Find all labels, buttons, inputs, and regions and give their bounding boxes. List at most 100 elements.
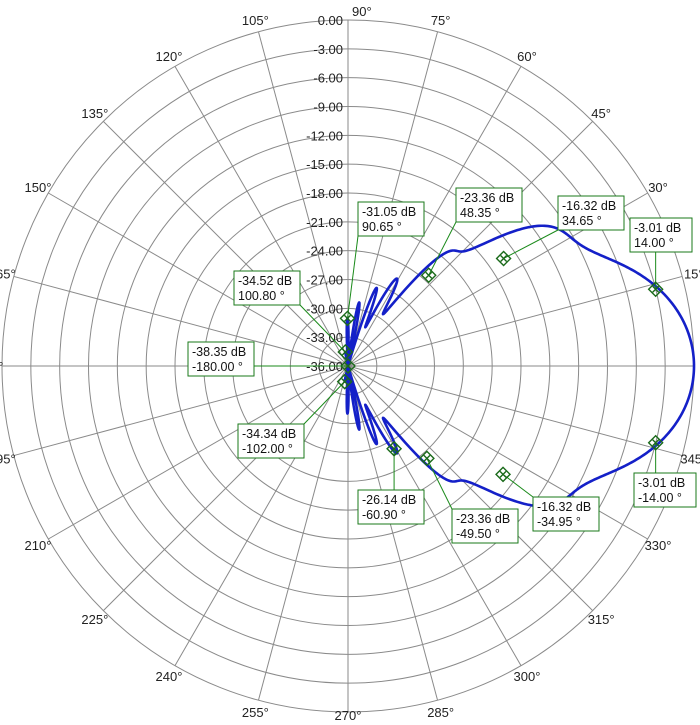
radial-tick-labels: 0.00 -3.00 -6.00 -9.00 -12.00 -15.00 -18.00 -21… [306, 13, 343, 374]
peak-marker [339, 310, 356, 327]
peak-marker-cross [341, 348, 349, 356]
callout-box [233, 270, 301, 306]
callout-angle-label: 90.65 ° [362, 220, 402, 234]
angle-tick-label: 105° [242, 13, 269, 28]
callout-db-label: -26.14 dB [362, 493, 416, 507]
peak-marker [495, 466, 512, 483]
grid-spoke [347, 31, 439, 367]
peak-marker-cross [652, 439, 660, 447]
callout-box [357, 489, 425, 525]
marker-callout: -16.32 dB-34.95 ° [532, 496, 600, 532]
marker-callout: -38.35 dB-180.00 ° [187, 341, 255, 377]
peak-markers [336, 250, 664, 483]
callout-db-label: -16.32 dB [562, 199, 616, 213]
callout-angle-label: 14.00 ° [634, 236, 674, 250]
peak-marker [420, 267, 437, 284]
angle-tick-label: 45° [591, 106, 611, 121]
grid-spoke [347, 66, 522, 367]
grid-spoke [102, 365, 349, 612]
grid-spoke [347, 365, 439, 701]
angle-tick-labels: 0°15°30°45°60°75°90°105°120°135°150°165°… [0, 4, 700, 723]
angle-tick-label: 75° [431, 13, 451, 28]
radial-tick-label: -21.00 [306, 215, 343, 230]
callout-angle-label: -60.90 ° [362, 508, 406, 522]
radial-tick-label: -3.00 [313, 42, 343, 57]
angle-tick-label: 30° [648, 180, 668, 195]
grid-spoke [347, 275, 683, 367]
angle-tick-label: 15° [684, 266, 700, 281]
peak-marker [340, 358, 356, 374]
angle-tick-label: 225° [81, 612, 108, 627]
grid-spoke [102, 120, 349, 367]
callout-db-label: -3.01 dB [638, 476, 685, 490]
callout-angle-label: 48.35 ° [460, 206, 500, 220]
pattern-trace [343, 224, 696, 508]
peak-marker-cross [425, 271, 433, 279]
marker-callout: -26.14 dB-60.90 ° [357, 489, 425, 525]
pattern-trace-line [343, 224, 696, 508]
radial-tick-label: -30.00 [306, 301, 343, 316]
grid-spoke [257, 31, 349, 367]
callout-angle-label: 100.80 ° [238, 289, 285, 303]
grid-spoke [347, 120, 594, 367]
peak-marker [337, 344, 354, 361]
radial-tick-label: -15.00 [306, 157, 343, 172]
callout-db-label: -3.01 dB [634, 221, 681, 235]
callout-box [455, 187, 523, 223]
callout-leader [346, 235, 359, 319]
angle-tick-label: 210° [25, 538, 52, 553]
peak-marker [647, 434, 664, 451]
peak-marker-cross [499, 470, 507, 478]
grid-spoke [347, 365, 522, 666]
peak-marker-cross [390, 445, 398, 453]
radial-tick-label: -27.00 [306, 273, 343, 288]
callout-leader [503, 229, 559, 259]
radial-tick-label: -9.00 [313, 100, 343, 115]
callout-leader [303, 381, 346, 425]
callout-box [633, 472, 697, 508]
peak-marker [386, 440, 403, 457]
callout-box [187, 341, 255, 377]
angle-tick-label: 255° [242, 705, 269, 720]
radial-tick-label: -24.00 [306, 244, 343, 259]
grid-spoke [174, 66, 349, 367]
marker-callout: -3.01 dB-14.00 ° [633, 472, 697, 508]
callout-db-label: -23.36 dB [460, 191, 514, 205]
peak-marker-cross [500, 254, 508, 262]
angle-tick-label: 195° [0, 452, 16, 467]
marker-callout: -23.36 dB-49.50 ° [451, 508, 519, 544]
angle-tick-label: 345° [680, 452, 700, 467]
callout-box [532, 496, 600, 532]
angle-tick-label: 120° [156, 49, 183, 64]
angle-tick-label: 90° [352, 4, 372, 19]
peak-marker [495, 250, 512, 267]
peak-marker [418, 450, 435, 467]
callout-leader [299, 304, 346, 353]
peak-marker-cross [652, 285, 660, 293]
radial-tick-label: -12.00 [306, 128, 343, 143]
callout-leader [426, 458, 453, 510]
angle-tick-label: 285° [427, 705, 454, 720]
peak-marker-cross [343, 314, 351, 322]
callout-angle-label: -49.50 ° [456, 527, 500, 541]
callout-db-label: -31.05 dB [362, 205, 416, 219]
radial-tick-label: -6.00 [313, 71, 343, 86]
grid-spoke [347, 365, 683, 457]
peak-marker-cross [341, 378, 349, 386]
callout-box [357, 201, 425, 237]
callout-db-label: -16.32 dB [537, 500, 591, 514]
callout-angle-label: -34.95 ° [537, 515, 581, 529]
callout-angle-label: 34.65 ° [562, 214, 602, 228]
callout-leaders [254, 221, 657, 510]
grid-spoke [174, 365, 349, 666]
angle-tick-label: 240° [156, 669, 183, 684]
callout-angle-label: -102.00 ° [242, 442, 293, 456]
grid-spoke [257, 365, 349, 701]
